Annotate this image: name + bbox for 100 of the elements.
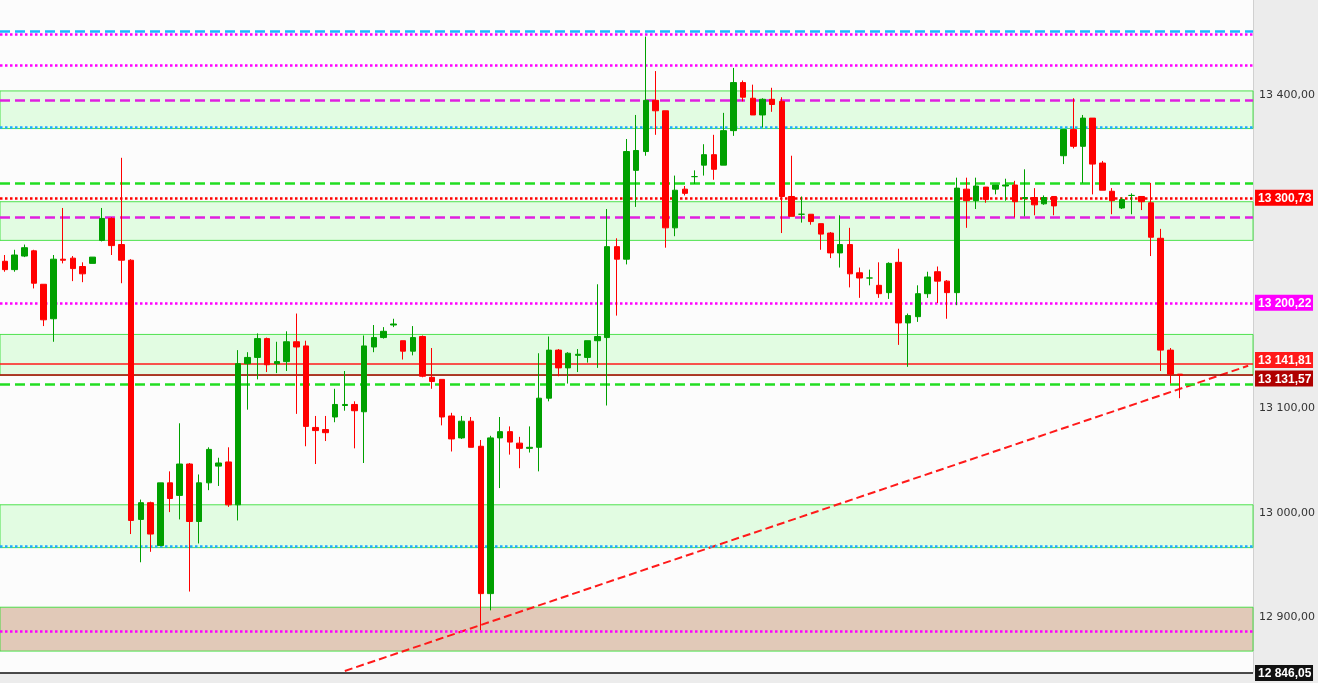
candlestick [70,255,76,282]
candlestick [497,416,503,489]
candlestick [2,254,8,273]
candlestick [264,337,270,373]
candlestick [682,185,688,196]
candlestick [798,195,805,224]
candlestick [623,138,630,265]
candlestick [973,177,979,210]
candlestick [283,330,290,372]
candlestick [633,114,639,208]
candlestick [215,457,222,487]
candlestick [99,207,105,242]
candlestick [740,79,746,102]
candlestick [546,336,552,402]
candlestick [507,425,513,456]
candlestick [575,348,581,373]
y-tick-label: 12 900,00 [1259,610,1315,624]
candlestick [60,207,66,264]
candlestick [312,415,319,465]
candlestick [720,112,727,166]
candlestick [886,261,892,300]
candlestick [390,318,397,328]
y-tick-label: 13 000,00 [1259,505,1315,519]
candlestick [186,462,193,593]
candlestick [652,70,659,136]
candlestick [818,223,824,251]
candlestick [1080,114,1086,184]
candlestick [40,283,47,327]
candlestick [905,313,911,368]
candlestick [380,326,387,340]
candlestick [439,378,445,426]
candlestick [856,267,863,299]
candlestick [934,266,941,304]
candlestick [448,412,455,452]
candlestick [79,261,86,283]
candlestick [429,347,435,390]
ref-line-label: 13 300,73 [1258,190,1312,205]
candlestick [837,214,843,269]
candlestick [89,256,96,264]
candlestick [371,324,377,353]
candlestick [1002,178,1009,202]
candlestick [672,175,678,237]
candlestick [526,425,533,454]
candlestick [50,254,57,343]
candlestick [808,213,814,226]
candlestick [147,501,154,553]
ref-line-label: 12 846,05 [1258,666,1312,680]
candlestick [322,415,329,442]
candlestick [614,237,620,317]
candlestick [876,261,882,299]
candlestick [565,351,571,385]
y-tick-label: 13 400,00 [1259,87,1315,101]
candlestick [225,446,232,508]
candlestick [516,436,523,469]
candlestick [293,313,300,415]
candlestick [244,351,251,411]
candlestick [31,249,37,289]
candlestick [351,400,358,449]
candlestick [1157,228,1164,372]
candlestick [419,334,426,378]
candlestick [400,340,406,361]
candlestick [108,216,115,256]
candlestick [206,446,212,491]
candlestick [866,269,873,286]
candlestick [691,169,698,185]
candlestick [468,416,474,448]
candlestick [487,435,494,611]
y-tick-label: 13 100,00 [1259,401,1315,415]
candlestick [303,340,309,447]
ref-line-label: 13 131,57 [1258,371,1312,386]
candlestick [196,473,202,544]
candlestick [138,499,144,563]
candlestick [730,67,737,137]
candlestick [1022,168,1028,217]
ref-line-label: 13 141,81 [1258,352,1312,367]
candlestick [342,370,348,412]
candlestick [128,258,134,535]
candlestick [157,482,164,547]
candlestick [254,332,261,380]
candlestick [176,422,183,520]
ref-line-label: 13 200,22 [1258,295,1312,310]
candlestick [1070,97,1077,149]
candlestick [604,208,610,406]
candlestick [1128,192,1135,215]
candlestick [21,244,28,258]
candlestick [643,36,649,157]
candlestick [1119,197,1125,210]
candlestick [1060,129,1067,165]
candlestick [536,352,542,472]
candlestick [827,231,834,259]
candlestick [750,84,756,116]
candlestick [924,271,931,299]
candlestick [167,470,173,513]
candlestick [915,284,921,323]
candlestick [584,340,591,364]
candlestick [992,184,999,195]
candlestick [235,349,241,521]
candlestick [759,97,766,128]
candlestick [274,341,280,374]
candlestick [701,143,707,177]
